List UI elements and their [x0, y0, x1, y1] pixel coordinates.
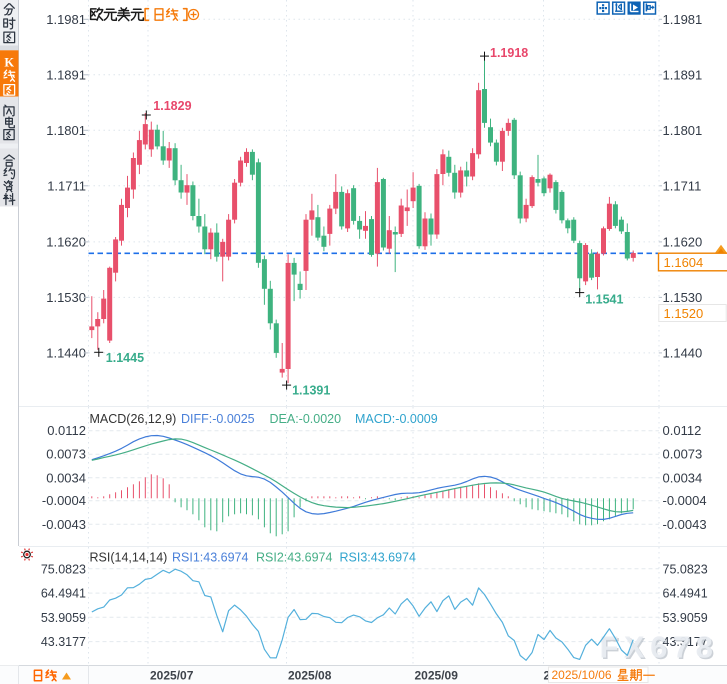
- svg-text:1.1541: 1.1541: [585, 293, 623, 307]
- svg-text:43.3177: 43.3177: [663, 635, 708, 649]
- svg-text:DIFF:-0.0025: DIFF:-0.0025: [181, 412, 255, 426]
- svg-text:75.0823: 75.0823: [41, 562, 86, 576]
- svg-text:1.1440: 1.1440: [663, 345, 703, 360]
- svg-text:1.1391: 1.1391: [292, 384, 330, 398]
- svg-text:1.1891: 1.1891: [663, 67, 703, 82]
- svg-text:2025/08: 2025/08: [288, 669, 332, 683]
- svg-text:2025/07: 2025/07: [150, 669, 194, 683]
- svg-text:1.1530: 1.1530: [46, 290, 86, 305]
- svg-text:0.0112: 0.0112: [663, 423, 702, 438]
- svg-text:1.1829: 1.1829: [153, 99, 191, 113]
- svg-text:-0.0004: -0.0004: [663, 493, 707, 508]
- svg-text:1.1711: 1.1711: [47, 178, 86, 193]
- svg-text:1.1891: 1.1891: [46, 67, 86, 82]
- svg-text:1.1530: 1.1530: [663, 290, 703, 305]
- svg-text:64.4941: 64.4941: [41, 587, 86, 601]
- svg-text:RSI2:43.6974: RSI2:43.6974: [256, 551, 332, 565]
- svg-text:64.4941: 64.4941: [663, 587, 708, 601]
- svg-text:1.1620: 1.1620: [663, 234, 703, 249]
- svg-text:-0.0043: -0.0043: [663, 517, 707, 532]
- svg-text:75.0823: 75.0823: [663, 562, 708, 576]
- svg-text:K: K: [4, 56, 14, 70]
- svg-text:MACD:-0.0009: MACD:-0.0009: [355, 412, 438, 426]
- svg-text:0.0034: 0.0034: [663, 470, 703, 485]
- svg-text:43.3177: 43.3177: [41, 635, 86, 649]
- svg-text:-0.0004: -0.0004: [42, 493, 86, 508]
- svg-text:1.1711: 1.1711: [663, 178, 702, 193]
- svg-text:2025/09: 2025/09: [415, 669, 459, 683]
- svg-text:1.1981: 1.1981: [46, 12, 86, 27]
- svg-text:2025/10/06: 2025/10/06: [552, 668, 612, 682]
- svg-text:-0.0043: -0.0043: [42, 517, 86, 532]
- svg-text:53.9059: 53.9059: [41, 611, 86, 625]
- svg-text:1.1620: 1.1620: [46, 234, 86, 249]
- svg-text:DEA:-0.0020: DEA:-0.0020: [270, 412, 342, 426]
- svg-text:1.1801: 1.1801: [46, 123, 86, 138]
- svg-text:1.1440: 1.1440: [46, 345, 86, 360]
- svg-text:1.1918: 1.1918: [490, 46, 528, 60]
- svg-text:MACD(26,12,9): MACD(26,12,9): [90, 412, 177, 426]
- svg-text:0.0073: 0.0073: [663, 447, 703, 462]
- svg-text:RSI3:43.6974: RSI3:43.6974: [340, 551, 416, 565]
- svg-text:RSI(14,14,14): RSI(14,14,14): [90, 551, 168, 565]
- svg-text:1.1801: 1.1801: [663, 123, 703, 138]
- svg-text:0.0112: 0.0112: [47, 423, 86, 438]
- svg-text:1.1445: 1.1445: [106, 351, 144, 365]
- svg-text:53.9059: 53.9059: [663, 611, 708, 625]
- svg-text:0.0073: 0.0073: [46, 447, 86, 462]
- svg-text:1.1604: 1.1604: [664, 255, 704, 270]
- svg-text:0.0034: 0.0034: [46, 470, 86, 485]
- svg-text:RSI1:43.6974: RSI1:43.6974: [172, 551, 248, 565]
- svg-text:1.1520: 1.1520: [664, 306, 704, 321]
- svg-text:FX678: FX678: [601, 631, 720, 666]
- svg-text:FX678: FX678: [600, 630, 719, 665]
- svg-text:1.1981: 1.1981: [663, 12, 703, 27]
